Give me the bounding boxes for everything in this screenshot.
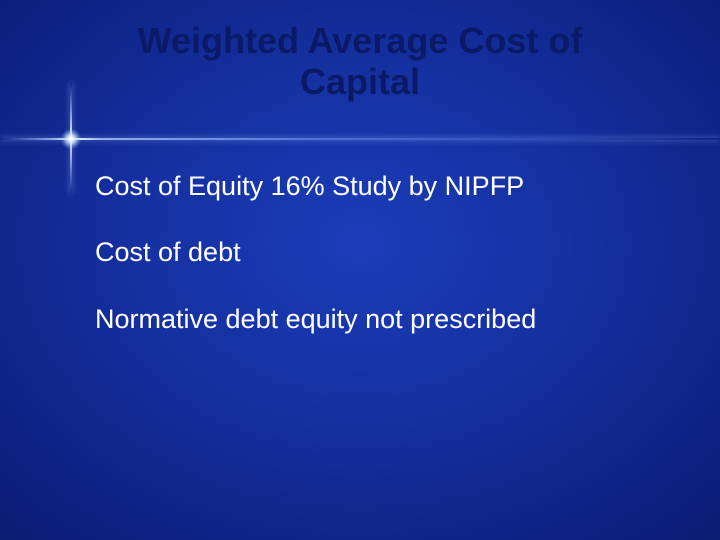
slide-body: Cost of Equity 16% Study by NIPFP Cost o… (95, 170, 660, 369)
bullet-line: Normative debt equity not prescribed (95, 303, 660, 335)
slide-title: Weighted Average Cost of Capital (0, 20, 720, 103)
flare-core (61, 129, 81, 149)
bullet-line: Cost of Equity 16% Study by NIPFP (95, 170, 660, 202)
title-line-1: Weighted Average Cost of (138, 20, 583, 61)
slide: Weighted Average Cost of Capital Cost of… (0, 0, 720, 540)
lens-flare-divider (0, 128, 720, 152)
title-text: Weighted Average Cost of Capital (138, 20, 583, 103)
flare-horizontal (0, 138, 720, 140)
bullet-line: Cost of debt (95, 236, 660, 268)
title-line-2: Capital (300, 61, 420, 102)
